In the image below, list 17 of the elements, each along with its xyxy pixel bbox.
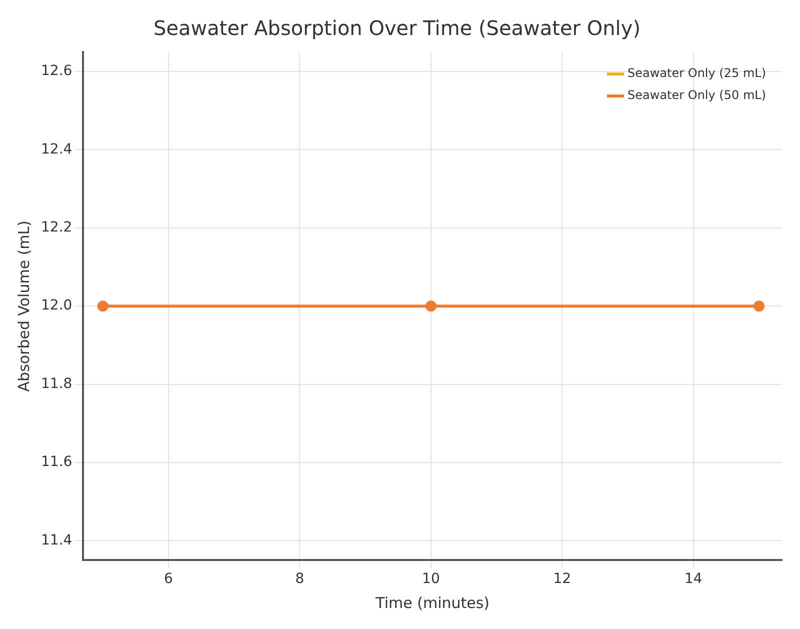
x-tick-label: 14 (684, 571, 702, 588)
legend-label: Seawater Only (50 mL) (628, 88, 766, 102)
y-tick-label: 11.8 (41, 376, 72, 392)
x-tick-label: 10 (422, 571, 440, 588)
y-tick-label: 12.0 (41, 298, 72, 314)
x-tick-label: 6 (164, 571, 174, 588)
y-axis-title: Absorbed Volume (mL) (14, 220, 33, 392)
y-tick-label: 12.4 (41, 141, 72, 158)
y-tick-label: 12.2 (41, 220, 72, 236)
x-tick-label: 12 (553, 571, 572, 588)
x-tick-label: 8 (295, 571, 304, 588)
y-tick-label: 11.6 (41, 454, 72, 470)
y-tick-label: 12.6 (41, 63, 72, 80)
y-tick-label: 11.4 (41, 532, 72, 548)
legend-label: Seawater Only (25 mL) (628, 66, 766, 80)
x-axis-title: Time (minutes) (374, 594, 490, 612)
chart-title: Seawater Absorption Over Time (Seawater Only) (154, 16, 640, 40)
